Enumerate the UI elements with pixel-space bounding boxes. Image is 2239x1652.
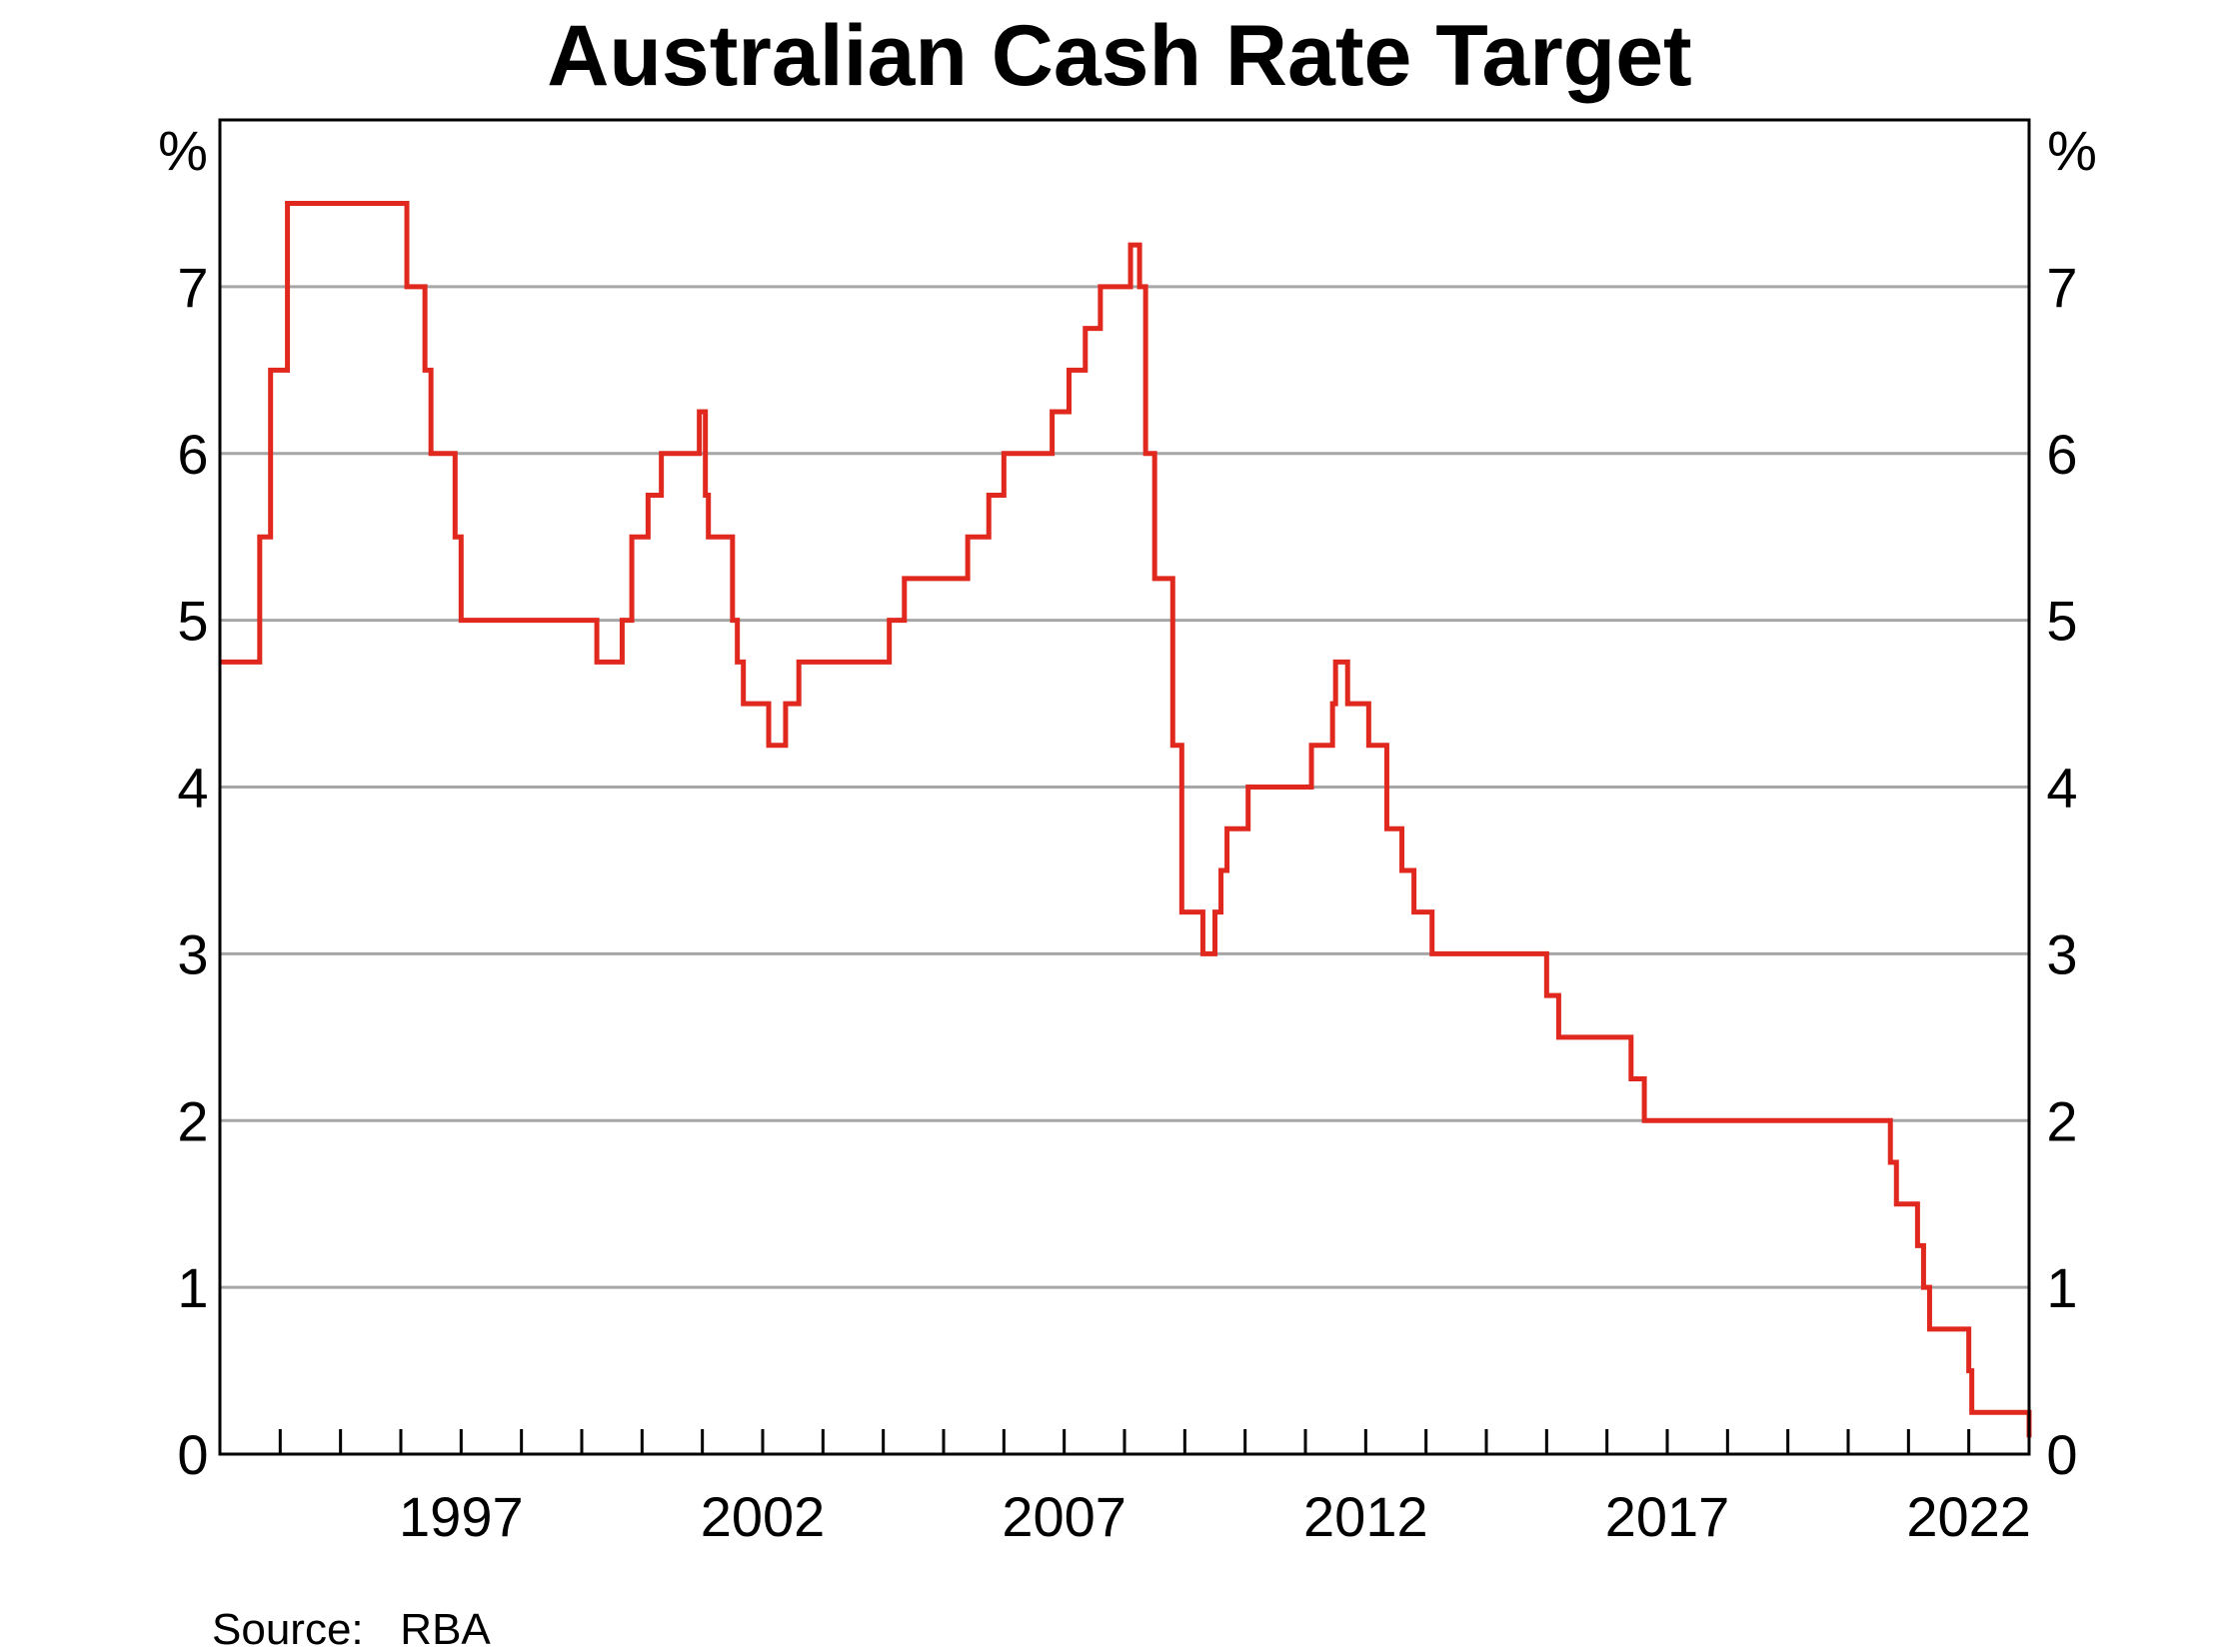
x-tick-label: 1997 — [399, 1485, 524, 1548]
source-note: Source: RBA — [212, 1605, 491, 1652]
x-tick-label: 2002 — [701, 1485, 826, 1548]
y-tick-label-right: 4 — [2046, 757, 2077, 820]
y-tick-label-left: 0 — [177, 1423, 208, 1486]
y-unit-right: % — [2047, 119, 2097, 182]
y-tick-label-left: 4 — [177, 757, 208, 820]
x-tick-label: 2017 — [1605, 1485, 1730, 1548]
y-tick-label-right: 6 — [2046, 423, 2077, 486]
y-tick-label-left: 6 — [177, 423, 208, 486]
y-unit-left: % — [158, 119, 208, 182]
y-tick-label-right: 7 — [2046, 256, 2077, 319]
y-tick-label-right: 5 — [2046, 590, 2077, 653]
y-tick-label-left: 5 — [177, 590, 208, 653]
y-tick-label-left: 3 — [177, 922, 208, 985]
x-tick-label: 2012 — [1303, 1485, 1428, 1548]
series-layer — [220, 200, 2032, 1438]
y-tick-label-left: 7 — [177, 256, 208, 319]
y-tick-label-right: 3 — [2046, 922, 2077, 985]
cash-rate-line — [220, 200, 2032, 1438]
y-tick-label-left: 2 — [177, 1089, 208, 1152]
y-tick-label-right: 0 — [2046, 1423, 2077, 1486]
y-tick-label-left: 1 — [177, 1256, 208, 1319]
x-axis-ticks — [278, 1429, 1971, 1454]
x-axis-labels: 1997 2002 2007 2012 2017 2022 — [399, 1485, 2031, 1548]
grid-lines — [220, 285, 2029, 1289]
x-tick-label: 2007 — [1002, 1485, 1126, 1548]
chart-title: Australian Cash Rate Target — [547, 8, 1691, 104]
x-tick-label: 2022 — [1906, 1485, 2031, 1548]
y-axis-labels: 0 0 1 1 2 2 3 3 4 4 5 5 6 6 7 7 — [177, 256, 2077, 1486]
y-tick-label-right: 2 — [2046, 1089, 2077, 1152]
y-tick-label-right: 1 — [2046, 1256, 2077, 1319]
